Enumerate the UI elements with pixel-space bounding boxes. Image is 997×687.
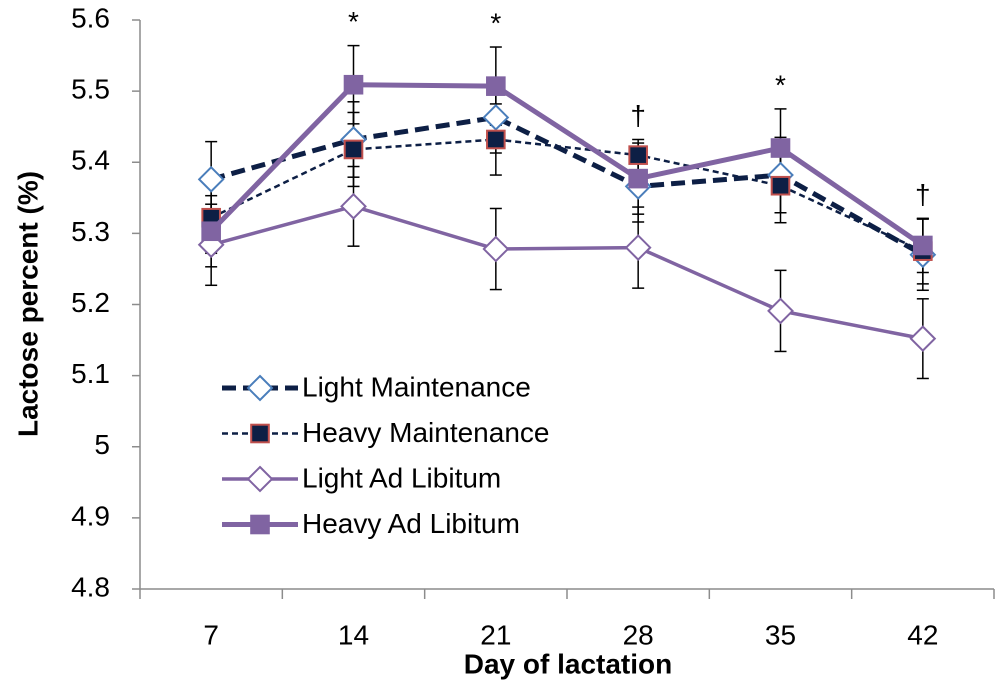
marker [482,235,510,263]
y-tick-label: 5 [94,429,110,460]
legend-label: Heavy Ad Libitum [302,508,520,539]
marker [197,165,225,193]
series-line [209,82,925,248]
annotation: † [630,100,646,131]
x-tick-label: 7 [203,619,219,650]
marker [343,74,364,95]
marker [343,139,364,160]
y-tick-label: 5.2 [71,287,110,318]
marker [201,221,221,242]
x-tick-label: 28 [623,619,654,650]
y-tick-label: 5.3 [71,216,110,247]
marker [482,104,510,131]
legend-label: Light Maintenance [302,371,531,402]
x-tick-label: 42 [907,619,938,650]
legend-label: Heavy Maintenance [302,417,549,448]
marker [913,235,933,256]
y-axis-title: Lactose percent (%) [12,171,43,437]
x-tick-label: 35 [765,619,796,650]
y-tick-label: 4.8 [71,571,110,602]
series-line [210,114,925,257]
marker [340,192,367,220]
x-tick-label: 14 [338,619,369,650]
marker [246,465,274,493]
y-tick-label: 5.6 [71,2,110,33]
marker [770,175,791,196]
annotation: * [490,7,501,38]
annotation: * [348,6,359,37]
x-tick-label: 21 [480,619,511,650]
annotation: † [915,179,931,210]
marker [624,234,652,262]
y-tick-label: 5.4 [71,145,110,176]
marker [767,297,794,325]
series-line [210,138,924,253]
y-tick-label: 4.9 [71,500,110,531]
marker [909,325,937,353]
marker [250,423,270,444]
marker [250,514,270,535]
marker [628,168,648,189]
annotation: * [775,69,786,100]
marker [486,76,506,96]
series-line [210,204,924,341]
marker [486,129,506,150]
marker [246,374,274,402]
marker [770,138,791,158]
x-axis-title: Day of lactation [464,648,672,679]
y-tick-label: 5.1 [71,358,110,389]
legend-label: Light Ad Libitum [302,462,501,493]
marker [628,145,648,165]
y-tick-label: 5.5 [71,74,110,105]
